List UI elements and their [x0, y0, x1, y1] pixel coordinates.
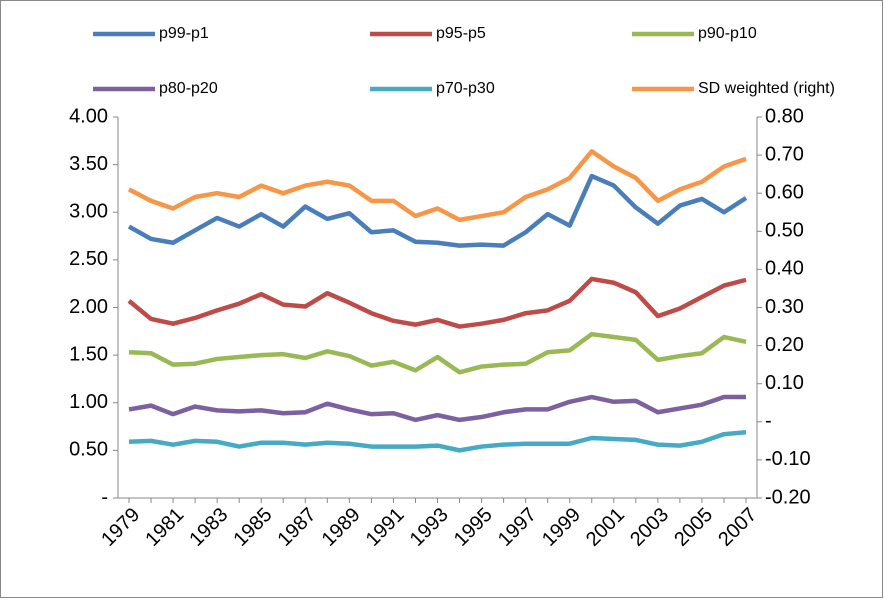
legend-label: SD weighted (right) — [698, 80, 835, 97]
series-line — [128, 331, 747, 375]
y2-tick-label: 0.50 — [765, 220, 804, 242]
series-line — [127, 276, 747, 329]
y-tick-label: 2.50 — [69, 248, 108, 270]
y2-tick-label: 0.60 — [765, 181, 804, 203]
legend-label: p70-p30 — [436, 80, 495, 97]
y2-tick-label: 0.10 — [765, 372, 804, 394]
y-tick-label: 1.00 — [69, 391, 108, 413]
y2-tick-label: 0.30 — [765, 296, 804, 318]
series-line — [127, 149, 747, 223]
legend-label: p80-p20 — [159, 80, 218, 97]
y-tick-label: 3.50 — [69, 153, 108, 175]
series-line — [128, 394, 746, 423]
legend-label: p95-p5 — [436, 25, 486, 42]
y-tick-label: 3.00 — [69, 201, 108, 223]
series-line — [127, 173, 748, 248]
y2-tick-label: 0.70 — [765, 143, 804, 165]
y2-tick-label: - — [765, 410, 772, 432]
y-tick-label: - — [101, 486, 108, 508]
y-tick-label: 0.50 — [69, 439, 108, 461]
legend-label: p99-p1 — [159, 25, 209, 42]
y-tick-label: 2.00 — [69, 296, 108, 318]
y2-tick-label: -0.20 — [765, 486, 811, 508]
series-line — [128, 430, 747, 453]
y-tick-label: 4.00 — [69, 105, 108, 127]
y2-tick-label: 0.20 — [765, 334, 804, 356]
y-tick-label: 1.50 — [69, 343, 108, 365]
y2-tick-label: -0.10 — [765, 448, 811, 470]
y2-tick-label: 0.40 — [765, 258, 804, 280]
y2-tick-label: 0.80 — [765, 105, 804, 127]
legend-label: p90-p10 — [698, 25, 757, 42]
